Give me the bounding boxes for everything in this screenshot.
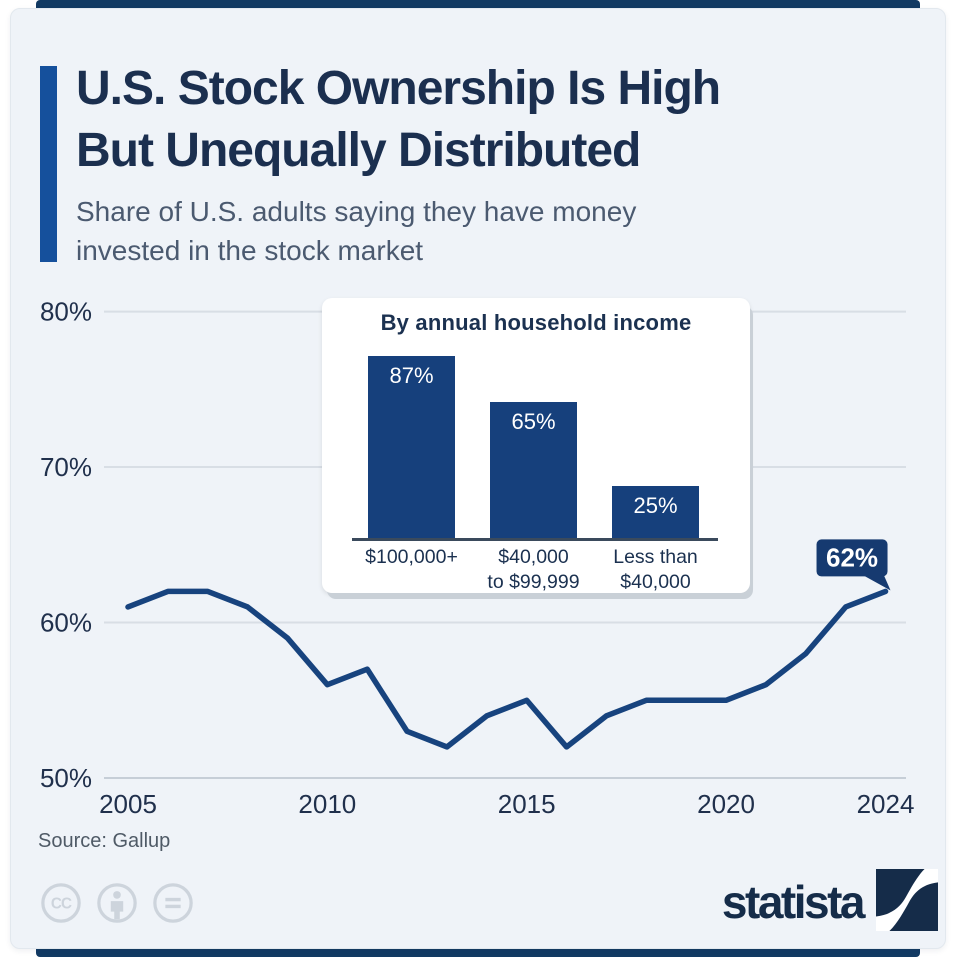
statista-logo-icon	[876, 868, 938, 936]
statista-brand[interactable]: statista	[722, 868, 938, 936]
x-axis-tick-label: 2020	[697, 789, 755, 819]
bar-value-label: 65%	[511, 409, 556, 435]
page-subtitle: Share of U.S. adults saying they have mo…	[76, 192, 836, 270]
source-note: Source: Gallup	[38, 830, 171, 852]
x-axis-tick-label: 2024	[857, 789, 915, 819]
no-derivatives-icon[interactable]	[152, 882, 194, 924]
income-bar: 87%	[368, 356, 455, 538]
attribution-icon[interactable]	[96, 882, 138, 924]
income-bar: 65%	[490, 402, 577, 538]
cc-icon[interactable]: CC	[40, 882, 82, 924]
callout-tail	[861, 574, 891, 591]
x-axis-tick-label: 2005	[99, 789, 157, 819]
y-axis-tick-label: 60%	[40, 608, 92, 638]
bar-category-label: $40,000 to $99,999	[487, 546, 580, 593]
y-axis-tick-label: 70%	[40, 452, 92, 482]
statista-wordmark: statista	[721, 876, 866, 928]
bar-value-label: 87%	[389, 363, 434, 389]
y-axis-tick-label: 50%	[40, 763, 92, 793]
ownership-trend-line	[125, 588, 889, 750]
top-frame-bar	[36, 0, 920, 10]
x-axis-tick-label: 2010	[298, 789, 356, 819]
income-inset-chart: By annual household income 87% $100,000+ 6…	[322, 298, 750, 593]
svg-text:CC: CC	[51, 896, 72, 913]
callout-badge	[816, 539, 888, 577]
callout-value-label: 62%	[826, 542, 878, 572]
bar-category-label: Less than $40,000	[613, 546, 698, 593]
title-accent-bar	[40, 66, 57, 262]
bar-value-label: 25%	[633, 492, 678, 518]
income-bar: 25%	[612, 485, 699, 538]
bottom-frame-bar	[36, 947, 920, 957]
subtitle-line-1: Share of U.S. adults saying they have mo…	[76, 196, 637, 227]
title-line-1: U.S. Stock Ownership Is High	[76, 62, 721, 115]
inset-bar-plot: 87% $100,000+ 65% $40,000 to $99,999 25% Less …	[322, 298, 750, 593]
subtitle-line-2: invested in the stock market	[76, 235, 424, 266]
title-line-2: But Unequally Distributed	[76, 124, 641, 177]
inset-axis-baseline	[352, 538, 718, 541]
x-axis-tick-label: 2015	[498, 789, 556, 819]
bar-category-label: $100,000+	[365, 546, 458, 568]
y-axis-tick-label: 80%	[40, 297, 92, 327]
page-title: U.S. Stock Ownership Is High But Unequal…	[76, 58, 896, 182]
inset-chart-title: By annual household income	[380, 310, 692, 335]
license-icons: CC	[40, 882, 194, 924]
